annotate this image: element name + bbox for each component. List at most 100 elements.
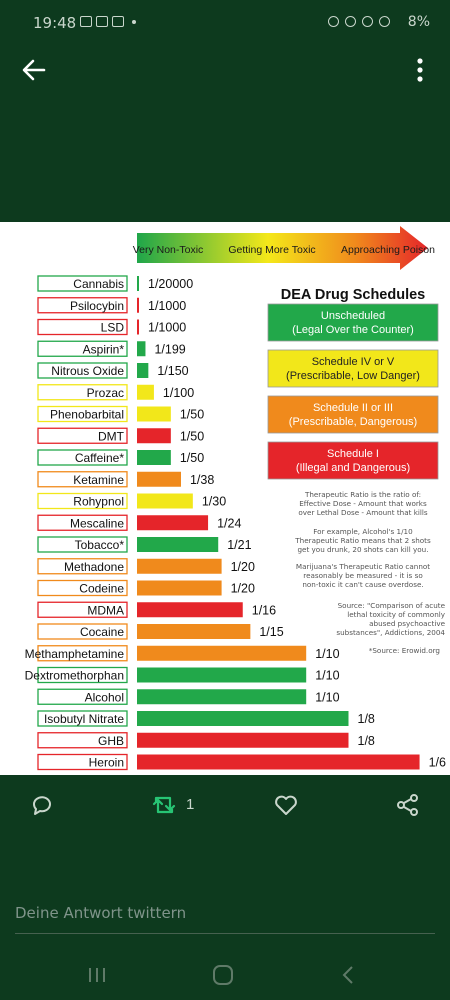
marijuana-note: Marijuana's Therapeutic Ratio cannot rea… [295,562,431,589]
system-icons [328,16,390,27]
bar-row-nitrous-oxide: Nitrous Oxide 1/150 [37,362,189,379]
drug-name: Mescaline [70,516,124,530]
more-options-icon[interactable] [410,56,430,84]
drug-name: Phenobarbital [50,408,124,422]
drug-label-box [37,275,128,292]
bar-row-aspirin: Aspirin* 1/199 [37,340,186,357]
bar-row-mescaline: Mescaline 1/24 [37,514,241,531]
drug-name: Alcohol [85,690,124,704]
drug-label-box [37,427,128,444]
bar-ketamine [137,471,181,487]
ratio-label: 1/15 [259,625,283,639]
share-icon[interactable] [394,791,422,819]
drug-name: MDMA [87,603,124,617]
bar-heroin [137,754,420,770]
drug-name: Methamphetamine [25,647,125,661]
notification-icons [80,16,136,27]
drug-label-box [37,297,128,314]
bar-row-isobutyl-nitrate: Isobutyl Nitrate 1/8 [37,710,375,727]
bar-row-dextromethorphan: Dextromethorphan 1/10 [25,666,340,684]
drug-label-box [37,579,128,597]
bar-row-heroin: Heroin 1/6 [37,753,446,771]
drug-label-box [37,601,128,618]
bar-row-methadone: Methadone 1/20 [37,558,255,575]
bar-row-psilocybin: Psilocybin 1/1000 [37,297,186,314]
drug-label-box [37,688,128,705]
legend-swatch [267,395,439,434]
chart-title: DEA Drug Schedules [281,287,426,303]
legend-subtitle: (Prescribable, Low Danger) [286,370,420,382]
bar-alcohol [137,689,307,705]
drug-name: Dextromethorphan [25,669,124,683]
drug-name: Caffeine* [75,451,124,465]
bar-isobutyl-nitrate [137,711,349,726]
retweet-icon[interactable] [150,791,178,819]
bar-cannabis [137,276,139,291]
bar-row-cannabis: Cannabis 1/20000 [37,275,193,292]
drug-label-box [37,623,128,640]
gradient-label-high: Approaching Poison [341,244,435,256]
bar-mdma [137,602,243,618]
bar-row-ghb: GHB 1/8 [37,732,375,749]
bar-prozac [137,384,154,400]
drug-name: Codeine [79,582,124,596]
drug-name: Cannabis [73,277,124,291]
ratio-label: 1/50 [180,429,204,443]
drug-name: Prozac [87,386,124,400]
bar-row-alcohol: Alcohol 1/10 [37,688,340,705]
drug-name: Rohypnol [73,495,124,509]
ratio-label: 1/8 [358,712,375,726]
tweet-image[interactable]: Very Non-Toxic Getting More Toxic Approa… [0,222,450,775]
status-bar: 19:48 8% [0,0,450,50]
like-heart-icon[interactable] [272,791,300,819]
bar-aspirin [137,341,146,357]
ratio-label: 1/6 [429,756,446,770]
bar-dmt [137,428,171,444]
ratio-label: 1/199 [154,342,185,356]
home-icon[interactable] [210,962,236,988]
gradient-label-mid: Getting More Toxic [228,244,315,256]
reply-icon[interactable] [28,791,56,819]
youtube-notification-icon [80,16,92,27]
legend-title: Schedule IV or V [312,356,395,368]
wifi-icon [379,16,390,27]
bar-row-tobacco: Tobacco* 1/21 [37,536,252,553]
bar-mescaline [137,515,209,531]
alarm-icon [328,16,339,27]
bar-lsd [137,319,139,335]
drug-name: Heroin [89,756,124,770]
reply-input[interactable]: Deine Antwort twittern [15,904,435,934]
drug-name: LSD [101,321,125,335]
drug-label-box [37,558,128,575]
bar-row-mdma: MDMA 1/16 [37,601,276,618]
drug-name: Nitrous Oxide [51,364,124,378]
bar-caffeine [137,450,171,465]
bar-row-rohypnol: Rohypnol 1/30 [37,492,226,510]
ratio-label: 1/100 [163,386,194,400]
drug-label-box [37,384,128,401]
bar-cocaine [137,624,251,639]
drug-name: Cocaine [80,625,124,639]
ratio-label: 1/8 [358,734,375,748]
bar-row-codeine: Codeine 1/20 [37,579,255,597]
erowid-source-note: *Source: Erowid.org [368,646,440,655]
bar-row-methamphetamine: Methamphetamine 1/10 [25,645,340,662]
bar-tobacco [137,537,219,552]
bar-psilocybin [137,297,139,313]
ratio-label: 1/10 [315,690,339,704]
legend-title: Unscheduled [321,310,385,322]
ratio-label: 1/1000 [148,321,186,335]
legend-title: Schedule II or III [313,402,393,414]
bar-row-lsd: LSD 1/1000 [37,318,186,336]
ratio-label: 1/20 [231,582,255,596]
system-back-icon[interactable] [336,962,362,988]
legend-schedule_i: Schedule I (Illegal and Dangerous) [267,441,439,480]
recent-apps-icon[interactable] [84,962,110,988]
ratio-label: 1/30 [202,495,226,509]
back-arrow-icon[interactable] [20,56,48,84]
legend-subtitle: (Legal Over the Counter) [292,324,414,336]
ratio-label: 1/10 [315,647,339,661]
legend-title: Schedule I [327,448,379,460]
ratio-label: 1/10 [315,669,339,683]
legend-subtitle: (Prescribable, Dangerous) [289,416,417,428]
